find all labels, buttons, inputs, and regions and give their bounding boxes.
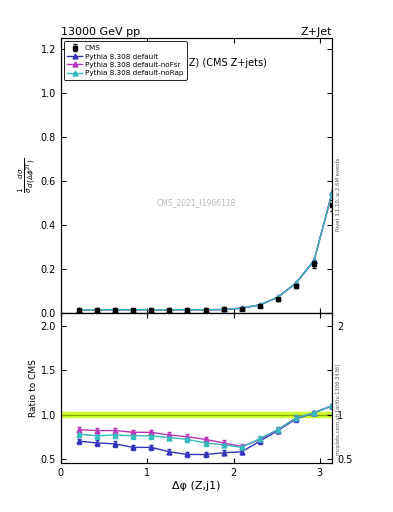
Line: Pythia 8.308 default-noRap: Pythia 8.308 default-noRap [77,190,334,312]
Pythia 8.308 default [185,307,190,313]
Pythia 8.308 default-noRap [221,306,226,312]
Pythia 8.308 default [113,307,118,313]
Pythia 8.308 default [149,307,154,313]
Pythia 8.308 default [77,307,81,313]
Pythia 8.308 default [203,307,208,313]
Pythia 8.308 default [95,307,99,313]
Pythia 8.308 default [239,305,244,311]
Pythia 8.308 default-noFsr [257,302,262,308]
Text: Δφ(jet, Z) (CMS Z+jets): Δφ(jet, Z) (CMS Z+jets) [153,57,267,68]
Pythia 8.308 default-noRap [113,307,118,313]
Pythia 8.308 default-noFsr [167,307,172,313]
Pythia 8.308 default-noRap [203,307,208,313]
Text: 13000 GeV pp: 13000 GeV pp [61,27,140,37]
Bar [61,412,332,417]
Pythia 8.308 default [221,306,226,312]
Pythia 8.308 default-noFsr [203,307,208,313]
Pythia 8.308 default-noRap [167,307,172,313]
Text: Z+Jet: Z+Jet [301,27,332,37]
Pythia 8.308 default-noRap [239,305,244,311]
Pythia 8.308 default-noFsr [77,307,81,313]
X-axis label: Δφ (Z,j1): Δφ (Z,j1) [172,481,221,491]
Y-axis label: Ratio to CMS: Ratio to CMS [29,359,38,417]
Pythia 8.308 default-noRap [95,307,99,313]
Pythia 8.308 default-noRap [275,294,280,300]
Pythia 8.308 default-noFsr [294,281,298,287]
Line: Pythia 8.308 default-noFsr: Pythia 8.308 default-noFsr [77,190,334,312]
Pythia 8.308 default-noRap [312,258,316,264]
Pythia 8.308 default [275,294,280,300]
Pythia 8.308 default-noFsr [221,306,226,312]
Pythia 8.308 default [312,258,316,264]
Pythia 8.308 default-noRap [330,189,334,196]
Text: mcplots.cern.ch [arXiv:1306.3436]: mcplots.cern.ch [arXiv:1306.3436] [336,364,341,455]
Pythia 8.308 default-noFsr [113,307,118,313]
Pythia 8.308 default-noRap [257,302,262,308]
Line: Pythia 8.308 default: Pythia 8.308 default [77,190,334,312]
Text: CMS_2021_I1966118: CMS_2021_I1966118 [157,199,236,207]
Pythia 8.308 default-noFsr [185,307,190,313]
Pythia 8.308 default-noFsr [131,307,136,313]
Pythia 8.308 default-noFsr [330,190,334,196]
Pythia 8.308 default-noRap [149,307,154,313]
Pythia 8.308 default-noFsr [312,258,316,264]
Pythia 8.308 default-noFsr [239,305,244,311]
Text: Rivet 3.1.10, ≥ 2.6M events: Rivet 3.1.10, ≥ 2.6M events [336,158,341,231]
Pythia 8.308 default [167,307,172,313]
Pythia 8.308 default-noFsr [95,307,99,313]
Pythia 8.308 default [131,307,136,313]
Pythia 8.308 default-noFsr [149,307,154,313]
Pythia 8.308 default-noRap [77,307,81,313]
Pythia 8.308 default [330,189,334,196]
Legend: CMS, Pythia 8.308 default, Pythia 8.308 default-noFsr, Pythia 8.308 default-noRa: CMS, Pythia 8.308 default, Pythia 8.308 … [64,41,187,80]
Pythia 8.308 default [294,280,298,286]
Pythia 8.308 default-noRap [131,307,136,313]
Y-axis label: $\frac{1}{\sigma}\frac{d\sigma}{d(\Delta\phi^{2T})}$: $\frac{1}{\sigma}\frac{d\sigma}{d(\Delta… [17,158,38,193]
Pythia 8.308 default-noFsr [275,294,280,300]
Pythia 8.308 default [257,302,262,308]
Pythia 8.308 default-noRap [294,280,298,286]
Pythia 8.308 default-noRap [185,307,190,313]
